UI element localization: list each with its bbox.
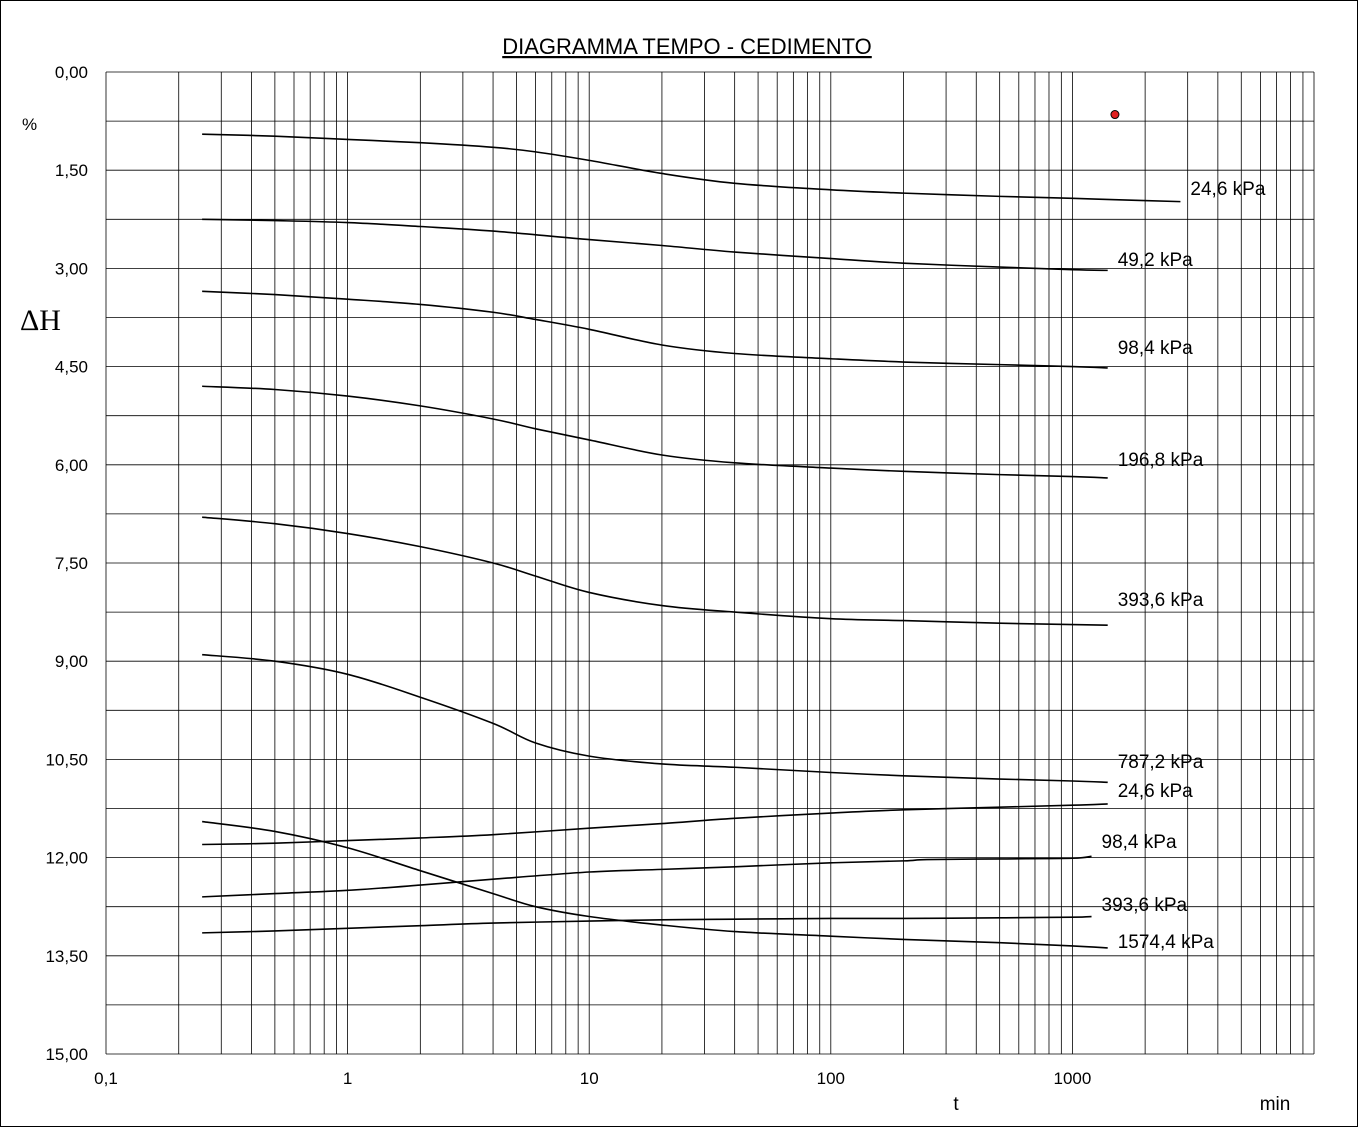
y-tick-label: 13,50 xyxy=(45,947,88,966)
series-label-8: 98,4 kPa xyxy=(1102,832,1177,853)
x-tick-label: 100 xyxy=(817,1069,845,1088)
series-label-9: 393,6 kPa xyxy=(1102,895,1188,916)
series-label-7: 24,6 kPa xyxy=(1118,781,1193,802)
series-curves xyxy=(202,110,1181,949)
series-curve-7 xyxy=(202,803,1108,846)
series-curve-3 xyxy=(202,290,1108,369)
y-tick-label: 7,50 xyxy=(55,554,88,573)
series-label-3: 98,4 kPa xyxy=(1118,338,1193,359)
series-curve-9 xyxy=(202,915,1092,934)
chart-title: DIAGRAMMA TEMPO - CEDIMENTO xyxy=(502,34,872,59)
x-tick-label: 0,1 xyxy=(94,1069,118,1088)
series-label-2: 49,2 kPa xyxy=(1118,250,1193,271)
y-tick-label: 10,50 xyxy=(45,750,88,769)
y-tick-label: 1,50 xyxy=(55,161,88,180)
series-curve-6 xyxy=(202,653,1108,784)
series-curve-5 xyxy=(202,516,1108,626)
x-axis-label: t xyxy=(953,1094,959,1115)
series-label-6: 787,2 kPa xyxy=(1118,752,1204,773)
axis-tick-labels: 0,00 1,50 3,00 4,50 6,00 7,50 9,00 10,50 12,00 13… xyxy=(45,63,1091,1088)
x-tick-label: 1000 xyxy=(1053,1069,1091,1088)
series-curve-8 xyxy=(202,855,1092,898)
series-curve-4 xyxy=(202,385,1108,479)
series-label-1: 24,6 kPa xyxy=(1190,179,1265,200)
series-labels: 24,6 kPa 49,2 kPa 98,4 kPa 196,8 kPa 393,6 k… xyxy=(1102,179,1266,953)
y-tick-label: 3,00 xyxy=(55,259,88,278)
y-tick-label: 15,00 xyxy=(45,1045,88,1064)
x-tick-label: 1 xyxy=(343,1069,352,1088)
x-tick-label: 10 xyxy=(580,1069,599,1088)
y-tick-label: 0,00 xyxy=(55,63,88,82)
series-curve-1 xyxy=(202,133,1181,203)
series-label-5: 393,6 kPa xyxy=(1118,590,1204,611)
y-axis-label: ΔH xyxy=(20,304,61,337)
series-curve-2 xyxy=(202,218,1108,272)
y-axis-unit: % xyxy=(22,115,37,134)
series-curve-10 xyxy=(202,820,1108,949)
series-label-10: 1574,4 kPa xyxy=(1118,932,1215,953)
marker-point xyxy=(1110,110,1120,120)
y-tick-label: 9,00 xyxy=(55,652,88,671)
y-tick-label: 12,00 xyxy=(45,849,88,868)
x-axis-unit: min xyxy=(1260,1094,1291,1115)
y-tick-label: 4,50 xyxy=(55,358,88,377)
y-tick-label: 6,00 xyxy=(55,456,88,475)
series-label-4: 196,8 kPa xyxy=(1118,450,1204,471)
